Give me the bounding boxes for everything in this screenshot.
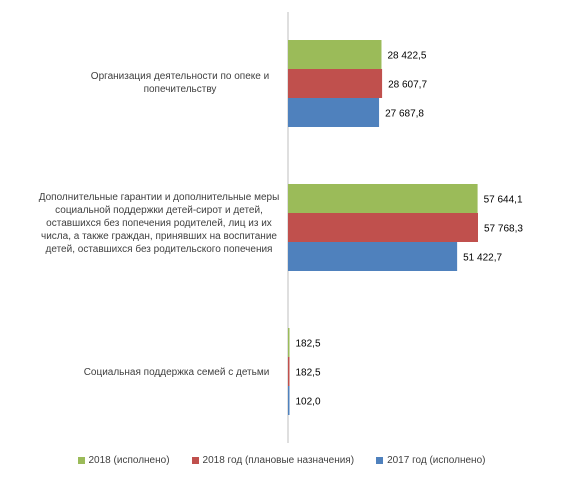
legend-swatch-green [77,457,85,464]
legend-label: 2017 год (исполнено) [387,455,486,466]
data-label-2017-executed-cat-1: 51 422,7 [463,253,502,264]
category-label-guardianship: Организация деятельности по опеке и попе… [90,71,270,95]
data-label-2018-executed-cat-2: 182,5 [296,339,321,350]
bar-2017-executed-cat-2 [288,386,290,415]
data-label-2018-planned-cat-0: 28 607,7 [388,80,427,91]
bar-2018-executed-cat-0 [288,40,382,69]
legend-item-2017-executed: 2017 год (исполнено) [376,455,485,466]
bar-2018-executed-cat-2 [288,328,290,357]
chart-legend: 2018 (исполнено) 2018 год (плановые назн… [0,455,563,466]
bar-2018-executed-cat-1 [288,184,478,213]
bar-2018-planned-cat-2 [288,357,290,386]
data-label-2017-executed-cat-0: 27 687,8 [385,109,424,120]
bar-2018-planned-cat-0 [288,69,383,98]
category-label-family-support: Социальная поддержка семей с детьми [83,367,270,378]
category-label-orphans-support: Дополнительные гарантии и дополнительные… [38,192,280,255]
legend-swatch-blue [376,457,384,464]
legend-swatch-red [191,457,199,464]
data-label-2018-planned-cat-2: 182,5 [296,368,321,379]
bar-2017-executed-cat-0 [288,98,380,127]
legend-item-2018-planned: 2018 год (плановые назначения) [191,455,355,466]
legend-label: 2018 (исполнено) [88,455,170,466]
data-label-2018-executed-cat-0: 28 422,5 [387,51,426,62]
bar-2018-planned-cat-1 [288,213,478,242]
bar-2017-executed-cat-1 [288,242,458,271]
data-label-2018-planned-cat-1: 57 768,3 [484,224,523,235]
legend-label: 2018 год (плановые назначения) [202,455,355,466]
data-label-2018-executed-cat-1: 57 644,1 [484,195,523,206]
legend-item-2018-executed: 2018 (исполнено) [77,455,170,466]
data-label-2017-executed-cat-2: 102,0 [296,397,321,408]
